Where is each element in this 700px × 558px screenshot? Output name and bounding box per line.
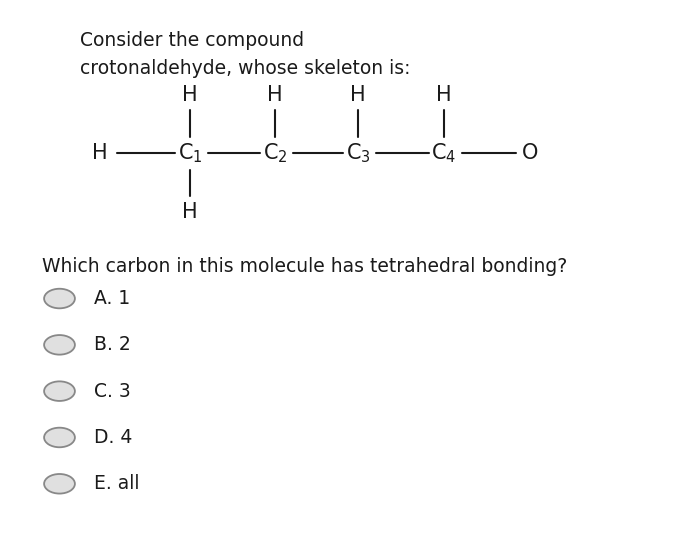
Text: E. all: E. all [94,474,140,493]
Text: H: H [92,143,108,163]
Text: D. 4: D. 4 [94,428,133,447]
Ellipse shape [44,474,75,494]
Text: O: O [522,143,538,163]
Text: C$_2$: C$_2$ [262,142,287,165]
Ellipse shape [44,427,75,448]
Text: C$_1$: C$_1$ [178,142,202,165]
Text: Which carbon in this molecule has tetrahedral bonding?: Which carbon in this molecule has tetrah… [42,257,567,276]
Text: H: H [182,85,198,105]
Text: B. 2: B. 2 [94,335,132,354]
Ellipse shape [44,381,75,401]
Text: H: H [182,202,198,222]
Text: H: H [436,85,452,105]
Ellipse shape [44,288,75,309]
Text: H: H [267,85,283,105]
Text: Consider the compound: Consider the compound [80,31,304,50]
Ellipse shape [44,335,75,355]
Text: crotonaldehyde, whose skeleton is:: crotonaldehyde, whose skeleton is: [80,59,411,78]
Text: C. 3: C. 3 [94,382,132,401]
Text: C$_4$: C$_4$ [431,142,456,165]
Text: H: H [350,85,366,105]
Text: C$_3$: C$_3$ [346,142,370,165]
Text: A. 1: A. 1 [94,289,131,308]
